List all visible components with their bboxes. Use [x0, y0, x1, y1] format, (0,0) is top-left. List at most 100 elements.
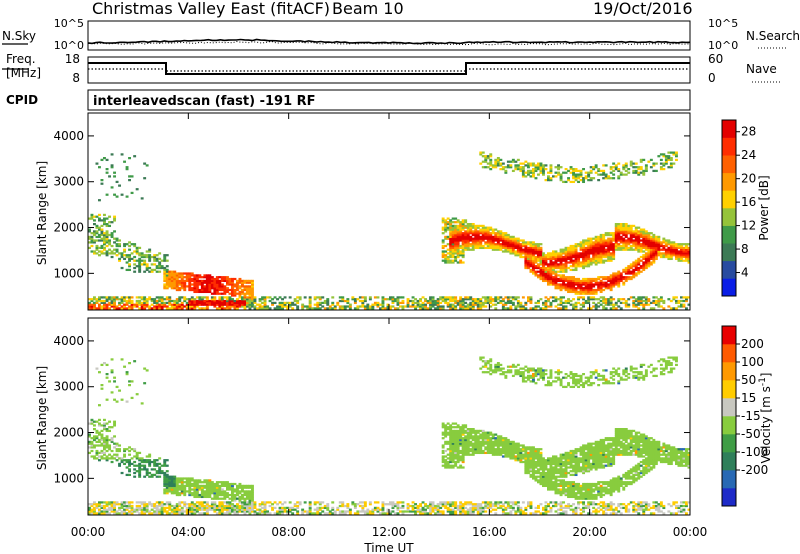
power-cell [599, 173, 603, 176]
velocity-cell [213, 495, 217, 499]
power-cell [178, 307, 182, 310]
power-cell [532, 246, 535, 250]
power-cell [582, 168, 586, 171]
power-cell [675, 153, 678, 156]
power-cell [582, 239, 586, 242]
power-cell [652, 237, 656, 240]
power-cell [597, 259, 601, 262]
power-cell [489, 296, 493, 299]
power-cell [120, 299, 124, 303]
power-cell [479, 303, 483, 306]
power-cell [574, 168, 578, 171]
power-cell [594, 239, 598, 242]
velocity-cell [200, 481, 204, 484]
velocity-cell [406, 506, 410, 510]
power-cell [654, 241, 658, 244]
velocity-cell [223, 504, 227, 508]
power-cell [228, 301, 232, 305]
velocity-cell [236, 508, 239, 511]
power-cell [411, 296, 415, 299]
velocity-cell [451, 459, 455, 462]
power-cell [685, 296, 688, 299]
velocity-cell [125, 459, 129, 462]
velocity-cell [231, 508, 234, 511]
power-cell [128, 257, 132, 261]
velocity-cell [406, 503, 410, 506]
power-cell [444, 298, 448, 301]
power-cell [291, 307, 295, 310]
power-cell [464, 233, 468, 237]
velocity-cell [231, 492, 234, 495]
power-cell [376, 296, 380, 299]
velocity-cell [170, 488, 174, 491]
power-cell [579, 288, 583, 292]
velocity-cell [130, 396, 134, 400]
power-cell [341, 299, 345, 303]
power-cell [594, 305, 598, 308]
power-cell [168, 299, 172, 303]
power-cell [554, 252, 558, 255]
power-cell [680, 259, 683, 262]
power-cell [476, 241, 480, 244]
velocity-cell [203, 512, 207, 515]
velocity-cell [223, 506, 227, 510]
velocity-cell [454, 422, 458, 425]
power-cell [105, 171, 109, 174]
power-cell [446, 237, 450, 240]
velocity-cell [220, 488, 224, 491]
power-cell [198, 279, 202, 283]
velocity-cell [128, 453, 132, 456]
power-cell [140, 252, 144, 255]
power-cell [604, 177, 608, 180]
power-cell [123, 254, 127, 257]
power-cell [659, 296, 663, 299]
power-cell [539, 248, 543, 251]
power-cell [494, 298, 498, 301]
power-cell [451, 221, 455, 224]
power-cell [288, 303, 292, 306]
velocity-cell [411, 510, 415, 513]
power-cell [471, 243, 475, 246]
power-cell [449, 299, 453, 303]
power-cell [100, 179, 104, 182]
power-cell [632, 263, 636, 266]
power-cell [278, 303, 282, 306]
power-cell [180, 285, 184, 288]
velocity-cell [353, 504, 357, 508]
power-cell [213, 288, 217, 292]
power-cell [521, 175, 525, 178]
power-cell [527, 162, 530, 165]
velocity-cell [236, 510, 239, 513]
power-cell [624, 244, 628, 248]
power-cell [381, 301, 385, 305]
power-cell [481, 230, 485, 233]
power-cell [318, 301, 322, 305]
power-cell [649, 255, 653, 259]
velocity-cell [200, 501, 204, 504]
power-cell [441, 305, 445, 308]
power-cell [589, 169, 593, 173]
power-cell [662, 246, 666, 250]
power-cell [313, 298, 317, 301]
power-cell [98, 303, 101, 306]
velocity-cell [113, 398, 117, 401]
velocity-cell [436, 503, 440, 506]
velocity-cell [90, 418, 94, 422]
power-cell [499, 239, 503, 242]
power-cell [296, 301, 300, 305]
power-cell [313, 307, 317, 310]
velocity-cell [183, 503, 187, 506]
velocity-cell [120, 471, 124, 475]
power-cell [657, 237, 661, 240]
power-cell [537, 299, 540, 303]
power-cell [263, 301, 267, 305]
power-cell [108, 215, 112, 218]
velocity-cell [308, 510, 312, 513]
power-cell [313, 296, 317, 299]
power-cell [298, 298, 302, 301]
velocity-cell [200, 503, 204, 506]
power-cell [675, 248, 678, 251]
velocity-cell [113, 453, 117, 456]
power-cell [155, 301, 159, 305]
power-cell [178, 283, 182, 286]
